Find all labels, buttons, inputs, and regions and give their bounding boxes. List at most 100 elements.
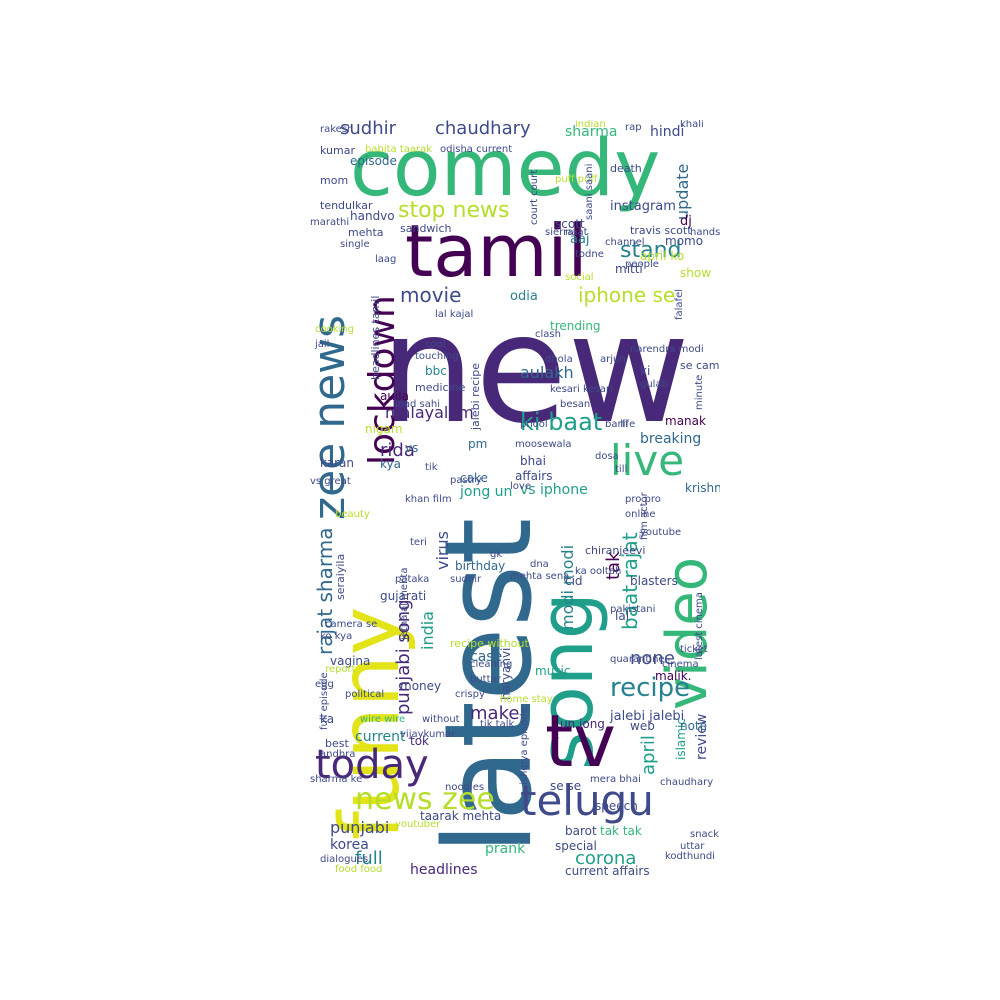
cloud-word-aaj: aaj <box>570 232 590 247</box>
cloud-word-cool: cool <box>425 339 446 350</box>
cloud-word-barfi: barfi <box>605 419 628 430</box>
cloud-word-recipe-without: recipe without <box>450 637 529 650</box>
cloud-word-momo: momo <box>665 234 704 248</box>
cloud-word-krishna: krishna <box>685 481 720 495</box>
cloud-word-film-actor: film actor <box>639 492 650 540</box>
cloud-word-uttar: uttar <box>680 841 705 852</box>
cloud-word-cinema: cinema <box>662 659 699 670</box>
cloud-word-laag: laag <box>375 254 397 265</box>
cloud-word-ishqiya-episode: ishqiya episode <box>519 707 530 785</box>
cloud-word-minute: minute <box>694 374 705 410</box>
cloud-word-snack: snack <box>690 829 719 840</box>
cloud-word-buttar: buttar <box>470 674 501 685</box>
cloud-word-malayalam: malayalam <box>385 403 474 422</box>
cloud-word-music: music <box>535 664 571 678</box>
cloud-word-malik: malik. <box>655 669 692 683</box>
cloud-word-stop-news: stop news <box>398 198 510 223</box>
cloud-word-puff-puff: puff puff <box>555 174 598 185</box>
cloud-word-todne: todne <box>575 249 604 260</box>
cloud-word-political: political <box>345 689 385 700</box>
cloud-word-pataka: pataka <box>395 574 430 585</box>
cloud-word-naat: naat <box>565 227 588 238</box>
cloud-word-rakesh: rakesh <box>320 124 354 135</box>
cloud-word-ticket: ticket <box>680 644 708 655</box>
cloud-word-vs-iphone: vs iphone <box>520 482 588 498</box>
cloud-word-april-ko: april ko <box>640 249 685 263</box>
cloud-word-case: case <box>470 649 503 665</box>
cloud-word-crispy: crispy <box>455 689 485 700</box>
cloud-word-cooking: cooking <box>315 324 354 335</box>
cloud-word-teri: teri <box>410 537 427 548</box>
cloud-word-prank: prank <box>485 841 526 857</box>
cloud-word-blasters: blasters <box>630 574 678 588</box>
cloud-word-cid: cid <box>565 574 583 588</box>
cloud-word-odisha-current: odisha current <box>440 144 513 155</box>
cloud-word-dialogues: dialogues <box>320 854 369 865</box>
cloud-word-pm: pm <box>468 437 488 451</box>
cloud-word-youtuber: youtuber <box>395 819 441 830</box>
cloud-word-rida: rida <box>380 440 415 461</box>
cloud-word-dosa: dosa <box>595 451 619 462</box>
cloud-word-scott: scott <box>555 217 585 231</box>
cloud-word-death: death <box>610 162 642 175</box>
cloud-word-mehta-sena: mehta sena <box>510 571 570 582</box>
cloud-word-clash: clash <box>535 329 561 340</box>
cloud-word-dj: dj <box>680 214 692 229</box>
cloud-word-today: today <box>315 742 429 788</box>
cloud-word-haryanvi: haryanvi <box>499 647 513 700</box>
cloud-word-gujarati: gujarati <box>380 589 427 603</box>
cloud-word-tendulkar: tendulkar <box>320 199 373 212</box>
cloud-word-un-jong: un jong <box>560 717 605 731</box>
cloud-word-pro-pro: pro pro <box>625 494 661 505</box>
cloud-word-corona: corona <box>575 848 637 869</box>
cloud-word-marathi: marathi <box>310 217 350 228</box>
cloud-word-medicine: medicine <box>415 381 466 394</box>
cloud-word-khan-film: khan film <box>405 494 452 505</box>
cloud-word-manak: manak <box>665 414 706 428</box>
cloud-word-aujla: aujla <box>380 389 409 403</box>
cloud-word-show: show <box>680 266 712 280</box>
cloud-word-taarak-mehta: taarak mehta <box>420 809 502 823</box>
cloud-word-mom: mom <box>320 174 349 187</box>
cloud-word-camera-se: camera se <box>325 619 378 630</box>
cloud-word-saani-saani: saani saani <box>584 163 595 220</box>
cloud-word-handvo: handvo <box>350 209 395 223</box>
cloud-word-gk: gk <box>490 549 503 560</box>
cloud-word-jong-un: jong un <box>460 484 513 500</box>
cloud-word-tamil: tamil <box>405 209 588 293</box>
cloud-word-aulakh: aulakh <box>520 363 574 382</box>
cloud-word-special: special <box>555 839 597 853</box>
cloud-word-instagram: instagram <box>610 199 676 214</box>
cloud-word-punjabi: punjabi <box>330 818 390 837</box>
cloud-word-telugu: telugu <box>520 776 654 825</box>
cloud-word-people: people <box>625 259 659 270</box>
word-cloud-panel: new latest comedy tamil funny song tv telugu vid… <box>310 120 720 880</box>
cloud-word-jalebi-recipe: jalebi recipe <box>469 362 482 430</box>
cloud-word-birthday: birthday <box>455 559 506 573</box>
cloud-word-current: current <box>355 729 406 745</box>
cloud-word-andhra: andhra <box>320 749 356 760</box>
cloud-word-touching: touching <box>415 351 459 362</box>
cloud-word-babita-taarak: babita taarak <box>365 144 433 155</box>
cloud-word-vagina: vagina <box>330 654 371 668</box>
cloud-word-karan: karan <box>320 456 354 470</box>
cloud-word-money: money <box>400 679 442 693</box>
cloud-word-nigam: nigam <box>365 422 403 436</box>
cloud-word-quarantine: quarantine <box>610 654 665 665</box>
cloud-word-life: life <box>620 419 636 430</box>
cloud-word-make: make <box>470 703 520 724</box>
cloud-word-pastry: pastry <box>450 475 482 486</box>
cloud-word-live: live <box>610 436 685 485</box>
cloud-word-tv: tv <box>545 699 616 783</box>
cloud-word-virus: virus <box>433 531 452 570</box>
cloud-word-mera-bhai: mera bhai <box>590 774 641 785</box>
cloud-word-vs: vs <box>405 441 419 455</box>
cloud-word-tik: tik <box>425 462 438 473</box>
cloud-word-ki-baat: ki baat <box>520 408 603 436</box>
cloud-word-kodthundi: kodthundi <box>665 851 715 862</box>
cloud-word-noodles: noodles <box>445 782 485 793</box>
cloud-word-bbc: bbc <box>425 364 447 378</box>
cloud-word-current-affairs: current affairs <box>565 864 650 878</box>
cloud-word-without: without <box>422 714 460 725</box>
